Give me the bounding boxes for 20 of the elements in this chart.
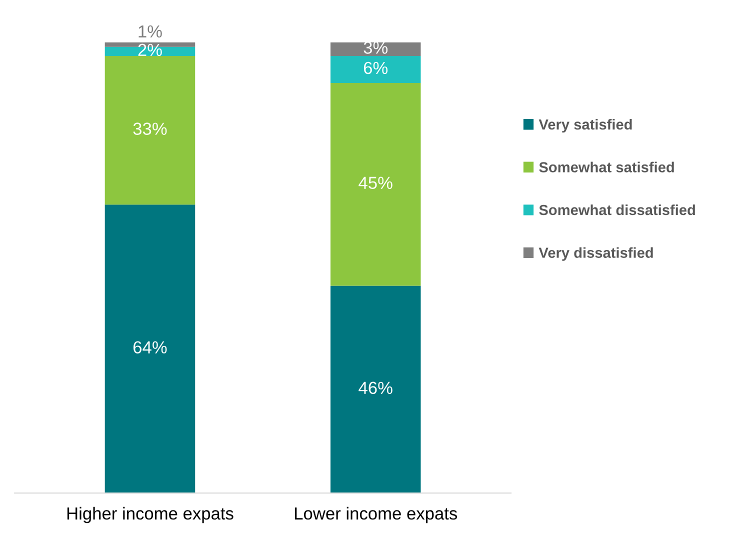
bar [330, 42, 421, 56]
data-label: 45% [358, 176, 392, 190]
bar [330, 56, 421, 83]
x-tick-label: Higher income expats [67, 506, 234, 524]
data-label: 1% [138, 25, 162, 38]
data-label: 46% [358, 382, 392, 394]
legend-label: Somewhat satisfied [539, 162, 674, 172]
bar [104, 204, 196, 494]
legend-label: Somewhat dissatisfied [539, 204, 695, 216]
data-label: 33% [133, 122, 167, 135]
bar [330, 286, 421, 494]
bar [330, 82, 421, 286]
legend-label: Very dissatisfied [538, 247, 653, 261]
data-label: 6% [364, 62, 388, 74]
data-label: 64% [133, 341, 167, 354]
data-label: 3% [364, 42, 388, 54]
x-tick-label: Lower income expats [295, 506, 458, 524]
legend-label: Very satisfied [538, 118, 632, 133]
bar [104, 56, 196, 205]
data-label: 2% [138, 44, 162, 56]
